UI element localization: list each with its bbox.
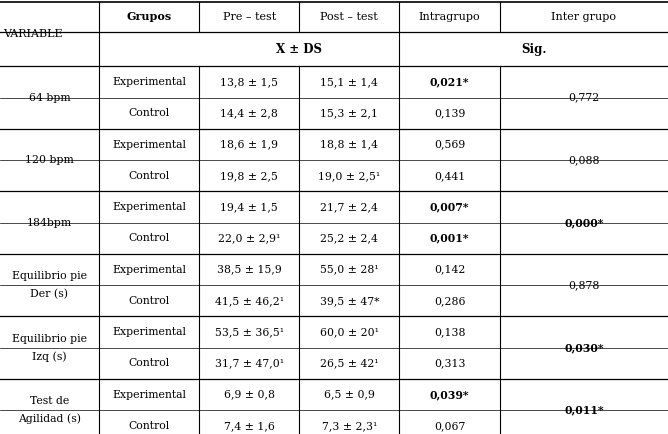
Text: 55,0 ± 28¹: 55,0 ± 28¹ xyxy=(320,264,379,275)
Text: 0,088: 0,088 xyxy=(568,155,600,165)
Text: 0,441: 0,441 xyxy=(434,171,465,181)
Text: Izq (s): Izq (s) xyxy=(32,351,67,362)
Text: 0,139: 0,139 xyxy=(434,108,465,118)
Text: Pre – test: Pre – test xyxy=(222,12,276,22)
Text: 22,0 ± 2,9¹: 22,0 ± 2,9¹ xyxy=(218,233,281,243)
Text: 0,030*: 0,030* xyxy=(564,342,604,353)
Text: Control: Control xyxy=(128,233,170,243)
Text: 19,8 ± 2,5: 19,8 ± 2,5 xyxy=(220,171,278,181)
Text: Inter grupo: Inter grupo xyxy=(551,12,617,22)
Text: Intragrupo: Intragrupo xyxy=(419,12,480,22)
Text: 15,3 ± 2,1: 15,3 ± 2,1 xyxy=(321,108,378,118)
Text: 7,4 ± 1,6: 7,4 ± 1,6 xyxy=(224,421,275,431)
Text: 0,286: 0,286 xyxy=(434,296,466,306)
Text: Control: Control xyxy=(128,421,170,431)
Text: 0,569: 0,569 xyxy=(434,139,465,150)
Text: Test de: Test de xyxy=(30,396,69,406)
Text: 0,000*: 0,000* xyxy=(564,217,603,228)
Text: Agilidad (s): Agilidad (s) xyxy=(18,414,81,424)
Text: Experimental: Experimental xyxy=(112,389,186,400)
Text: 19,4 ± 1,5: 19,4 ± 1,5 xyxy=(220,202,278,212)
Text: 0,138: 0,138 xyxy=(434,327,466,337)
Text: 31,7 ± 47,0¹: 31,7 ± 47,0¹ xyxy=(214,358,284,368)
Text: Post – test: Post – test xyxy=(321,12,378,22)
Text: 19,0 ± 2,5¹: 19,0 ± 2,5¹ xyxy=(318,171,381,181)
Text: Control: Control xyxy=(128,358,170,368)
Text: Sig.: Sig. xyxy=(521,43,546,56)
Text: 38,5 ± 15,9: 38,5 ± 15,9 xyxy=(217,264,281,275)
Text: 18,8 ± 1,4: 18,8 ± 1,4 xyxy=(321,139,378,150)
Text: 0,142: 0,142 xyxy=(434,264,465,275)
Text: 39,5 ± 47*: 39,5 ± 47* xyxy=(319,296,379,306)
Text: Experimental: Experimental xyxy=(112,327,186,337)
Text: Grupos: Grupos xyxy=(126,11,172,23)
Text: 0,067: 0,067 xyxy=(434,421,465,431)
Text: 13,8 ± 1,5: 13,8 ± 1,5 xyxy=(220,77,278,87)
Text: Experimental: Experimental xyxy=(112,202,186,212)
Text: 0,021*: 0,021* xyxy=(430,76,470,88)
Text: 6,5 ± 0,9: 6,5 ± 0,9 xyxy=(324,389,375,400)
Text: 6,9 ± 0,8: 6,9 ± 0,8 xyxy=(224,389,275,400)
Text: 0,039*: 0,039* xyxy=(430,389,470,400)
Text: 41,5 ± 46,2¹: 41,5 ± 46,2¹ xyxy=(214,296,284,306)
Text: 0,313: 0,313 xyxy=(434,358,466,368)
Text: 53,5 ± 36,5¹: 53,5 ± 36,5¹ xyxy=(214,327,284,337)
Text: Control: Control xyxy=(128,171,170,181)
Text: Der (s): Der (s) xyxy=(31,289,68,299)
Text: Equilibrio pie: Equilibrio pie xyxy=(12,334,87,344)
Text: Equilibrio pie: Equilibrio pie xyxy=(12,271,87,281)
Text: 0,878: 0,878 xyxy=(568,280,599,290)
Text: 7,3 ± 2,3¹: 7,3 ± 2,3¹ xyxy=(322,421,377,431)
Text: 64 bpm: 64 bpm xyxy=(29,92,70,103)
Text: Control: Control xyxy=(128,108,170,118)
Text: Experimental: Experimental xyxy=(112,77,186,87)
Text: 14,4 ± 2,8: 14,4 ± 2,8 xyxy=(220,108,278,118)
Text: 26,5 ± 42¹: 26,5 ± 42¹ xyxy=(320,358,379,368)
Text: VARIABLE: VARIABLE xyxy=(3,29,63,39)
Text: Experimental: Experimental xyxy=(112,139,186,150)
Text: 0,011*: 0,011* xyxy=(564,404,604,416)
Text: Control: Control xyxy=(128,296,170,306)
Text: 21,7 ± 2,4: 21,7 ± 2,4 xyxy=(321,202,378,212)
Text: 25,2 ± 2,4: 25,2 ± 2,4 xyxy=(321,233,378,243)
Text: 184bpm: 184bpm xyxy=(27,217,72,228)
Text: 0,001*: 0,001* xyxy=(430,233,470,244)
Text: 120 bpm: 120 bpm xyxy=(25,155,73,165)
Text: Experimental: Experimental xyxy=(112,264,186,275)
Text: 0,007*: 0,007* xyxy=(430,201,470,213)
Text: 18,6 ± 1,9: 18,6 ± 1,9 xyxy=(220,139,278,150)
Text: 15,1 ± 1,4: 15,1 ± 1,4 xyxy=(321,77,378,87)
Text: 60,0 ± 20¹: 60,0 ± 20¹ xyxy=(320,327,379,337)
Text: X ± DS: X ± DS xyxy=(277,43,322,56)
Text: 0,772: 0,772 xyxy=(568,92,599,103)
